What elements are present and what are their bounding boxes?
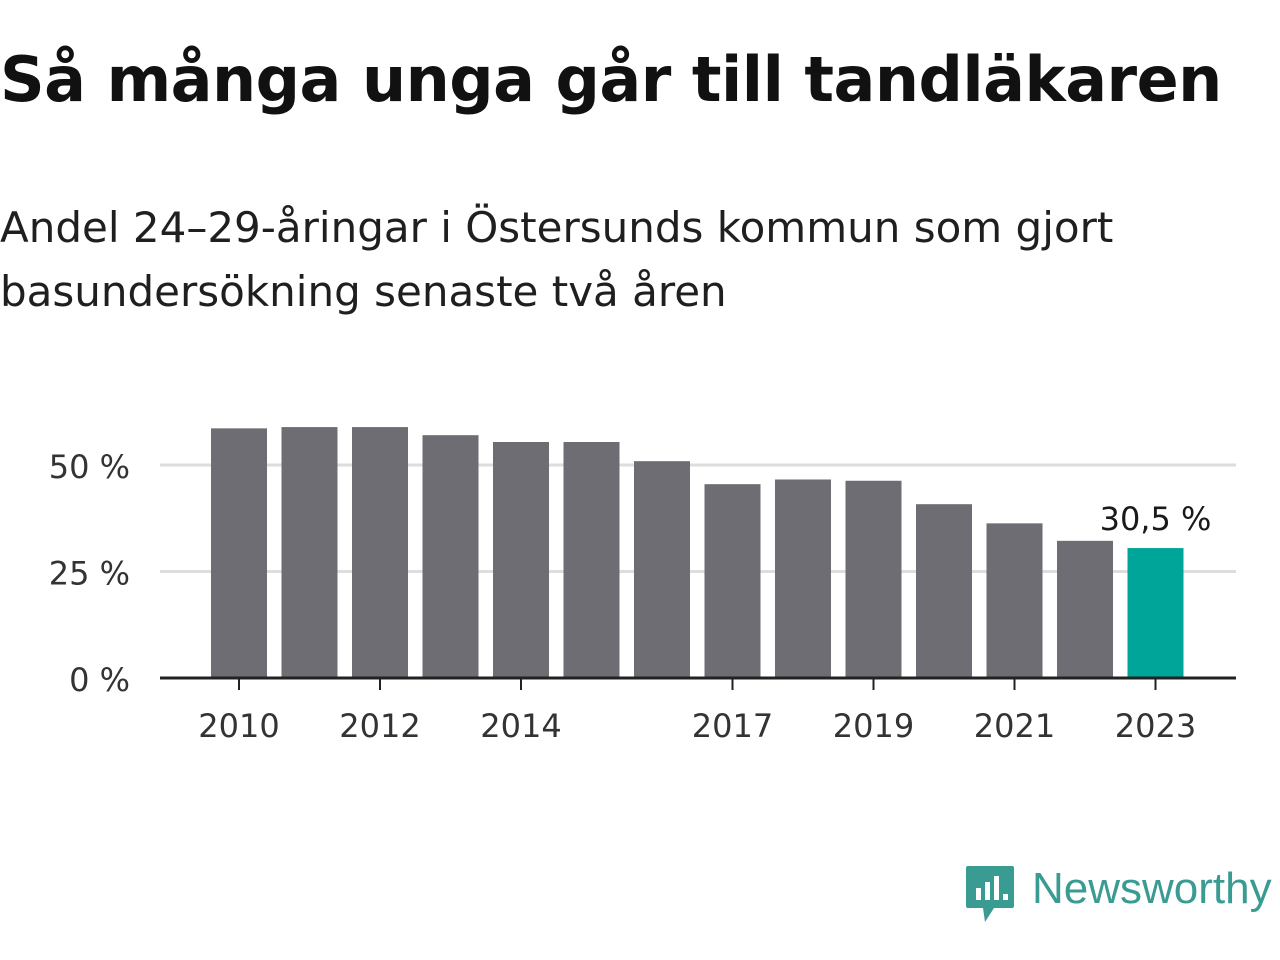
bar-2023 (1127, 548, 1184, 678)
x-tick-label: 2021 (974, 707, 1055, 745)
bar-2012 (352, 427, 408, 678)
data-labels: 30,5 % (1100, 500, 1212, 538)
bar-2021 (986, 523, 1043, 678)
bar-2013 (422, 435, 479, 678)
speech-bubble-bar-chart-icon (966, 866, 1014, 922)
highlight-value-label: 30,5 % (1100, 500, 1212, 538)
logo-text: Newsworthy (1032, 864, 1272, 913)
y-axis-labels: 0 % 25 % 50 % (49, 448, 130, 699)
x-axis-labels: 2010 2012 2014 2017 2019 2021 2023 (198, 678, 1196, 745)
x-tick-label: 2014 (480, 707, 561, 745)
chart-subtitle: Andel 24–29-åringar i Östersunds kommun … (0, 203, 1114, 316)
bar-2010 (211, 428, 267, 678)
x-tick-label: 2023 (1115, 707, 1196, 745)
x-tick-label: 2012 (339, 707, 420, 745)
bar-2016 (634, 461, 690, 678)
chart-title: Så många unga går till tandläkaren (0, 43, 1222, 116)
bar-2022 (1057, 540, 1113, 678)
x-tick-label: 2017 (692, 707, 773, 745)
y-tick-label: 0 % (69, 661, 130, 699)
bar-2018 (775, 479, 831, 678)
bar-2019 (845, 480, 902, 678)
bars (211, 427, 1184, 678)
bar-2015 (563, 441, 620, 678)
gridlines (160, 463, 1236, 573)
y-tick-label: 25 % (49, 555, 130, 593)
x-tick-label: 2010 (198, 707, 279, 745)
newsworthy-logo: Newsworthy (964, 862, 1276, 926)
bar-2017 (704, 484, 761, 678)
bar-2014 (493, 441, 549, 678)
x-tick-label: 2019 (833, 707, 914, 745)
bar-chart: 0 % 25 % 50 % 2010 2012 2014 2017 2019 2021 2023… (49, 427, 1236, 745)
bar-2020 (916, 504, 972, 678)
y-tick-label: 50 % (49, 448, 130, 486)
bar-2011 (281, 427, 338, 678)
